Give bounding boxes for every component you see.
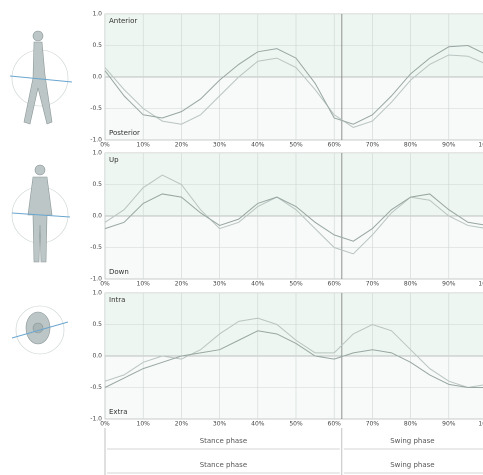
x-tick-label: 40% [251,142,265,149]
phase-label: Swing phase [390,461,434,469]
x-tick-label: 40% [251,421,265,428]
phase-label: Stance phase [200,461,247,469]
y-tick-label: 1.0 [92,11,102,18]
y-tick-label: -1.0 [90,276,102,283]
x-tick-label: 0% [100,142,110,149]
x-tick-label: 10% [137,142,151,149]
series-line [104,193,483,242]
y-tick-label: 0.5 [92,321,102,328]
x-tick-label: 80% [404,421,418,428]
y-tick-label: -0.5 [90,244,102,251]
x-tick-label: 20% [175,421,189,428]
series-line [104,330,483,388]
bottom-label: Posterior [109,129,140,137]
x-tick-label: 10% [137,281,151,288]
y-tick-label: 1.0 [92,290,102,297]
y-tick-label: 1.0 [92,150,102,157]
top-label: Up [109,156,119,164]
y-tick-label: 0.0 [92,213,102,220]
top-label: Intra [109,296,125,304]
x-tick-label: 0% [100,421,110,428]
series-line [104,54,483,128]
x-tick-label: 70% [366,281,380,288]
x-tick-label: 100% [478,281,483,288]
bottom-label: Extra [109,408,127,416]
x-tick-label: 10% [137,421,151,428]
y-tick-label: 0.5 [92,181,102,188]
x-tick-label: 80% [404,281,418,288]
x-tick-label: 100% [478,421,483,428]
y-tick-label: 0.0 [92,353,102,360]
x-tick-label: 50% [289,281,303,288]
x-tick-label: 30% [213,421,227,428]
y-tick-label: -0.5 [90,384,102,391]
top-figure-icon [11,305,69,355]
x-tick-label: 0% [100,281,110,288]
x-tick-label: 20% [175,281,189,288]
y-tick-label: -0.5 [90,105,102,112]
x-tick-label: 50% [289,421,303,428]
y-tick-label: 0.5 [92,42,102,49]
x-tick-label: 50% [289,142,303,149]
walking-figure-icon [9,30,73,125]
bottom-label: Down [109,268,129,276]
top-label: Anterior [109,17,137,25]
x-tick-label: 80% [404,142,418,149]
x-tick-label: 60% [328,421,342,428]
x-tick-label: 60% [328,142,342,149]
x-tick-label: 100% [478,142,483,149]
series-line [104,174,483,255]
x-tick-label: 70% [366,421,380,428]
x-tick-label: 30% [213,281,227,288]
x-tick-label: 90% [442,142,456,149]
series-line [104,44,483,125]
series-line [104,317,483,389]
x-tick-label: 40% [251,281,265,288]
y-tick-label: 0.0 [92,74,102,81]
phase-label: Stance phase [200,437,247,445]
y-tick-label: -1.0 [90,137,102,144]
x-tick-label: 90% [442,281,456,288]
y-tick-label: -1.0 [90,416,102,423]
phase-label: Swing phase [390,437,434,445]
x-tick-label: 90% [442,421,456,428]
front-figure-icon [11,164,71,263]
x-tick-label: 20% [175,142,189,149]
x-tick-label: 70% [366,142,380,149]
x-tick-label: 60% [328,281,342,288]
x-tick-label: 30% [213,142,227,149]
